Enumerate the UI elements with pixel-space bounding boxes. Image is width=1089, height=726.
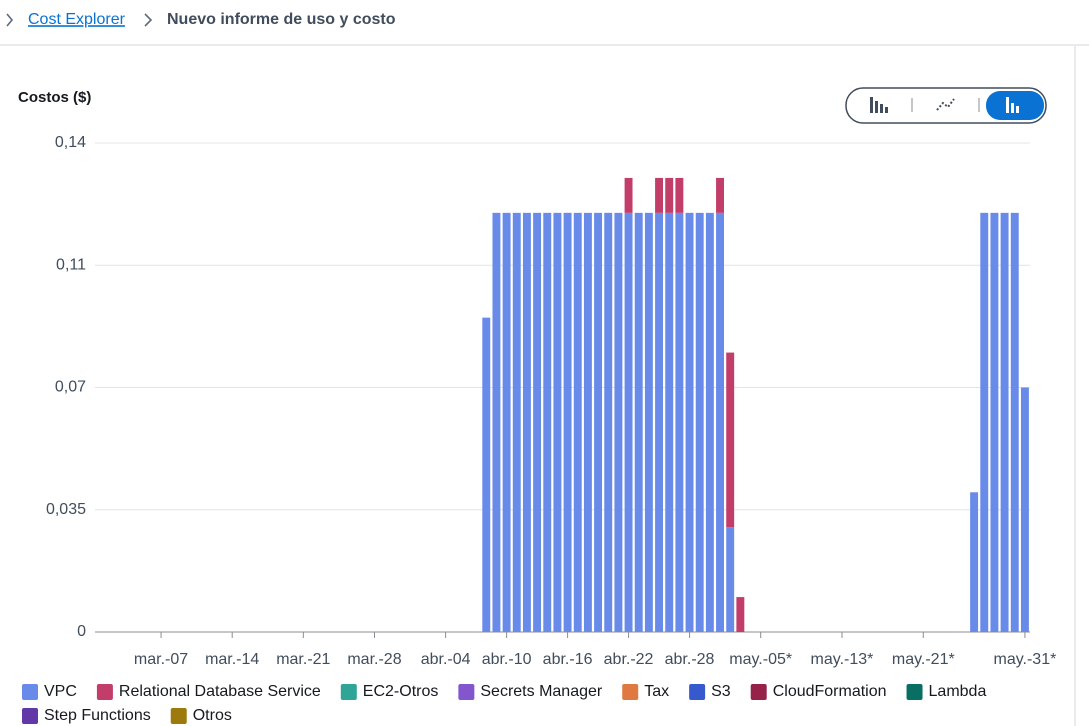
bar-segment bbox=[1010, 212, 1019, 632]
bar-segment bbox=[970, 492, 979, 632]
x-tick-label: abr.-04 bbox=[421, 651, 471, 668]
legend-label: S3 bbox=[711, 683, 731, 700]
bar-segment bbox=[1000, 212, 1009, 632]
x-tick-label: mar.-07 bbox=[134, 651, 188, 668]
chart-type-toggle bbox=[845, 87, 1047, 124]
bar-segment bbox=[726, 352, 735, 528]
bar-segment bbox=[604, 212, 613, 632]
bar-segment bbox=[553, 212, 562, 632]
bar-segment bbox=[655, 212, 664, 632]
bar-segment bbox=[492, 212, 501, 632]
legend-swatch bbox=[458, 684, 475, 700]
bar-segment bbox=[1020, 387, 1029, 632]
legend-label: Relational Database Service bbox=[119, 683, 321, 700]
x-tick-label: may.-31* bbox=[993, 651, 1056, 668]
bar-segment bbox=[685, 212, 694, 632]
icon bbox=[885, 107, 888, 113]
icon bbox=[1011, 103, 1014, 113]
bar-segment bbox=[502, 212, 511, 632]
y-tick-label: 0,11 bbox=[56, 256, 86, 273]
bar-segment bbox=[482, 317, 491, 632]
bar-segment bbox=[512, 212, 521, 632]
legend-swatch bbox=[96, 684, 113, 700]
bar-segment bbox=[594, 212, 603, 632]
legend-label: Step Functions bbox=[44, 707, 151, 724]
bar-segment bbox=[675, 212, 684, 632]
bar-segment bbox=[634, 212, 643, 632]
y-tick-label: 0,14 bbox=[55, 134, 86, 151]
bar-segment bbox=[695, 212, 704, 632]
icon bbox=[1006, 97, 1009, 113]
x-tick-label: may.-13* bbox=[811, 651, 874, 668]
bar-segment bbox=[573, 212, 582, 632]
breadcrumb-current: Nuevo informe de uso y costo bbox=[167, 11, 396, 28]
y-tick-label: 0,035 bbox=[46, 501, 86, 518]
legend-label: EC2-Otros bbox=[363, 683, 439, 700]
x-tick-label: mar.-21 bbox=[276, 651, 330, 668]
legend-label: VPC bbox=[44, 683, 77, 700]
bar-segment bbox=[522, 212, 531, 632]
legend-label: CloudFormation bbox=[773, 683, 887, 700]
breadcrumb-link[interactable]: Cost Explorer bbox=[28, 11, 126, 28]
legend-swatch bbox=[340, 684, 357, 700]
y-tick-label: 0,07 bbox=[55, 379, 86, 396]
legend-label: Otros bbox=[193, 707, 232, 724]
line-chart-button[interactable] bbox=[936, 98, 955, 111]
x-tick-label: abr.-10 bbox=[482, 651, 532, 668]
legend-swatch bbox=[22, 684, 38, 700]
bar-segment bbox=[533, 212, 542, 632]
x-tick-label: abr.-28 bbox=[665, 651, 715, 668]
x-tick-label: abr.-22 bbox=[604, 651, 654, 668]
legend-label: Tax bbox=[644, 683, 669, 700]
icon bbox=[880, 104, 883, 113]
x-tick-label: may.-05* bbox=[729, 651, 792, 668]
chevron bbox=[6, 13, 14, 27]
bar-segment bbox=[583, 212, 592, 632]
bar-segment bbox=[736, 597, 745, 632]
x-tick-label: abr.-16 bbox=[543, 651, 593, 668]
bar-segment bbox=[624, 212, 633, 632]
legend-label: Lambda bbox=[929, 683, 987, 700]
x-tick-label: mar.-28 bbox=[347, 651, 401, 668]
bar-segment bbox=[624, 177, 633, 213]
legend-swatch bbox=[689, 684, 706, 700]
y-tick-label: 0 bbox=[77, 623, 86, 640]
bar-chart-button[interactable] bbox=[870, 97, 888, 113]
stacked-bar-button[interactable] bbox=[986, 91, 1044, 120]
icon bbox=[875, 101, 878, 113]
bar-segment bbox=[665, 212, 674, 632]
legend-swatch bbox=[170, 708, 187, 724]
legend-swatch bbox=[22, 708, 38, 724]
bar-segment bbox=[563, 212, 572, 632]
bar-segment bbox=[644, 212, 653, 632]
bar-segment bbox=[990, 212, 999, 632]
chevron bbox=[144, 13, 153, 27]
bar-segment bbox=[716, 212, 724, 632]
icon bbox=[870, 97, 873, 113]
legend-label: Secrets Manager bbox=[480, 683, 603, 700]
x-tick-label: may.-21* bbox=[892, 651, 955, 668]
bar-segment bbox=[716, 177, 724, 213]
bar-segment bbox=[980, 212, 989, 632]
icon bbox=[1016, 106, 1019, 113]
bar-segment bbox=[705, 212, 714, 632]
bar-segment bbox=[726, 527, 735, 632]
legend-swatch bbox=[750, 684, 767, 700]
y-axis-title: Costos ($) bbox=[18, 89, 91, 106]
bar-segment bbox=[675, 177, 684, 213]
legend-swatch bbox=[906, 684, 923, 700]
bar-segment bbox=[614, 212, 623, 632]
bar-segment bbox=[665, 177, 674, 213]
x-tick-label: mar.-14 bbox=[205, 651, 259, 668]
legend-swatch bbox=[622, 684, 639, 700]
bar-segment bbox=[655, 177, 664, 213]
bar-segment bbox=[543, 212, 552, 632]
